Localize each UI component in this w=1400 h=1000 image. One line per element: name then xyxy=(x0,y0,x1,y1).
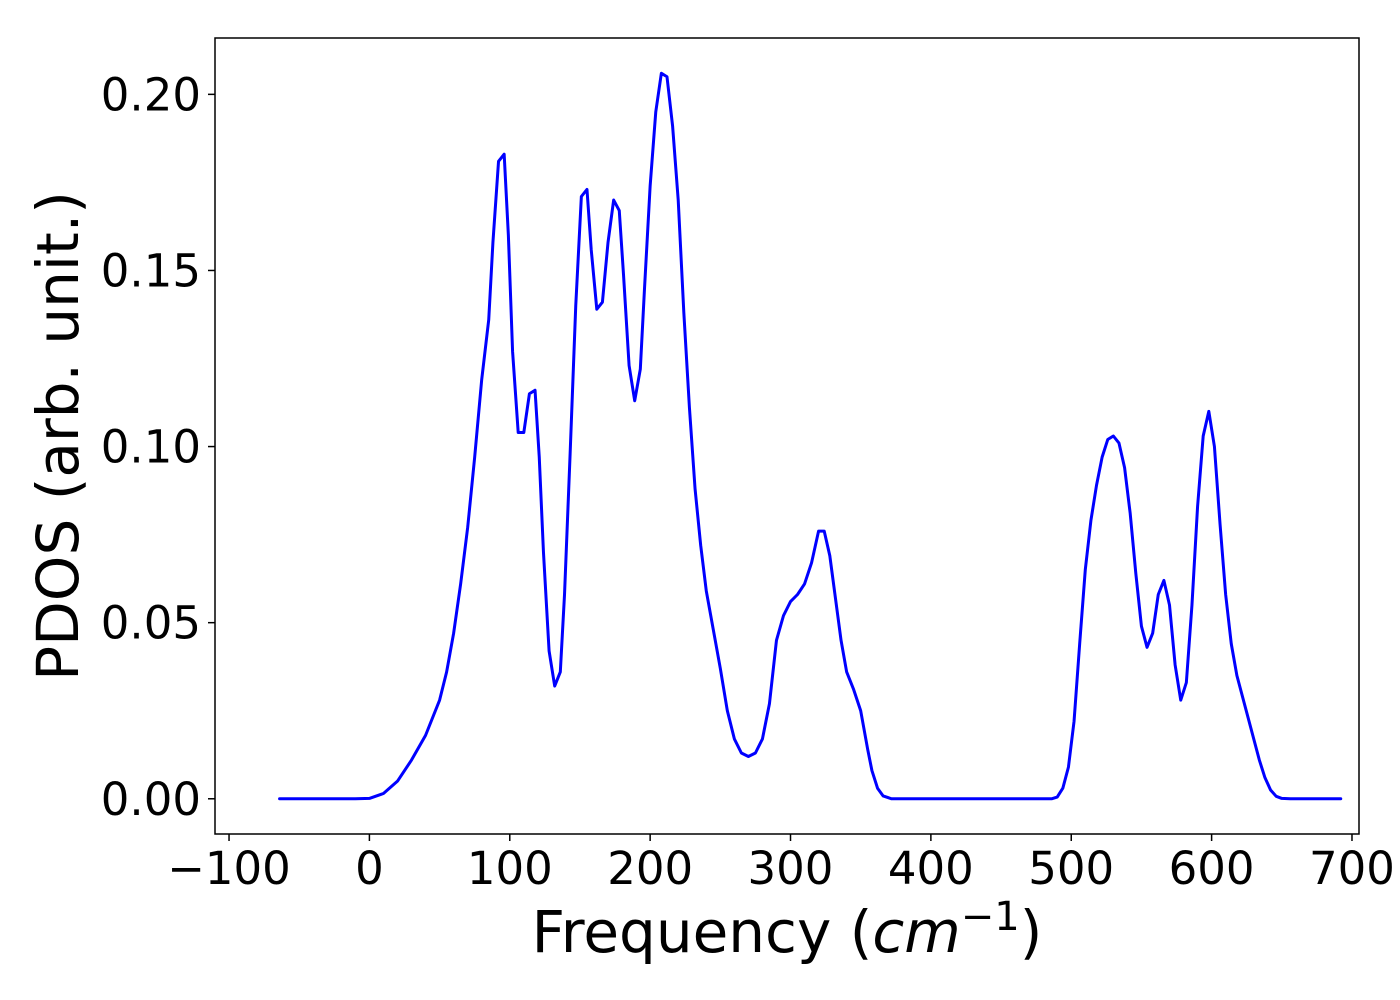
plot-frame xyxy=(214,37,1360,835)
y-tick-label: 0.10 xyxy=(101,421,201,474)
x-axis-label: Frequency (cm−1) xyxy=(532,894,1043,966)
x-axis-label-text: Frequency ( xyxy=(532,898,873,966)
x-tick-label: 400 xyxy=(888,842,974,895)
pdos-series-line xyxy=(278,71,1343,801)
x-axis-label-unit: cm xyxy=(872,898,960,966)
x-tick-label: 100 xyxy=(467,842,553,895)
x-axis: −100 0 100 200 300 400 500 600 700 xyxy=(167,834,1395,895)
x-tick-label: 200 xyxy=(607,842,693,895)
plot-area xyxy=(278,71,1343,801)
x-axis-label-exponent: −1 xyxy=(961,894,1020,940)
x-tick-label: 300 xyxy=(748,842,834,895)
x-axis-label-close: ) xyxy=(1020,898,1043,966)
x-tick-label: 500 xyxy=(1028,842,1114,895)
x-tick-label: 600 xyxy=(1169,842,1255,895)
y-tick-label: 0.20 xyxy=(101,68,201,121)
x-tick-label: −100 xyxy=(167,842,291,895)
x-tick-label: 700 xyxy=(1309,842,1395,895)
y-tick-label: 0.00 xyxy=(101,773,201,826)
x-tick-label: 0 xyxy=(355,842,384,895)
y-axis-label: PDOS (arb. unit.) xyxy=(24,191,92,681)
y-tick-label: 0.05 xyxy=(101,597,201,650)
y-axis: 0.00 0.05 0.10 0.15 0.20 xyxy=(101,68,215,826)
y-tick-label: 0.15 xyxy=(101,244,201,297)
